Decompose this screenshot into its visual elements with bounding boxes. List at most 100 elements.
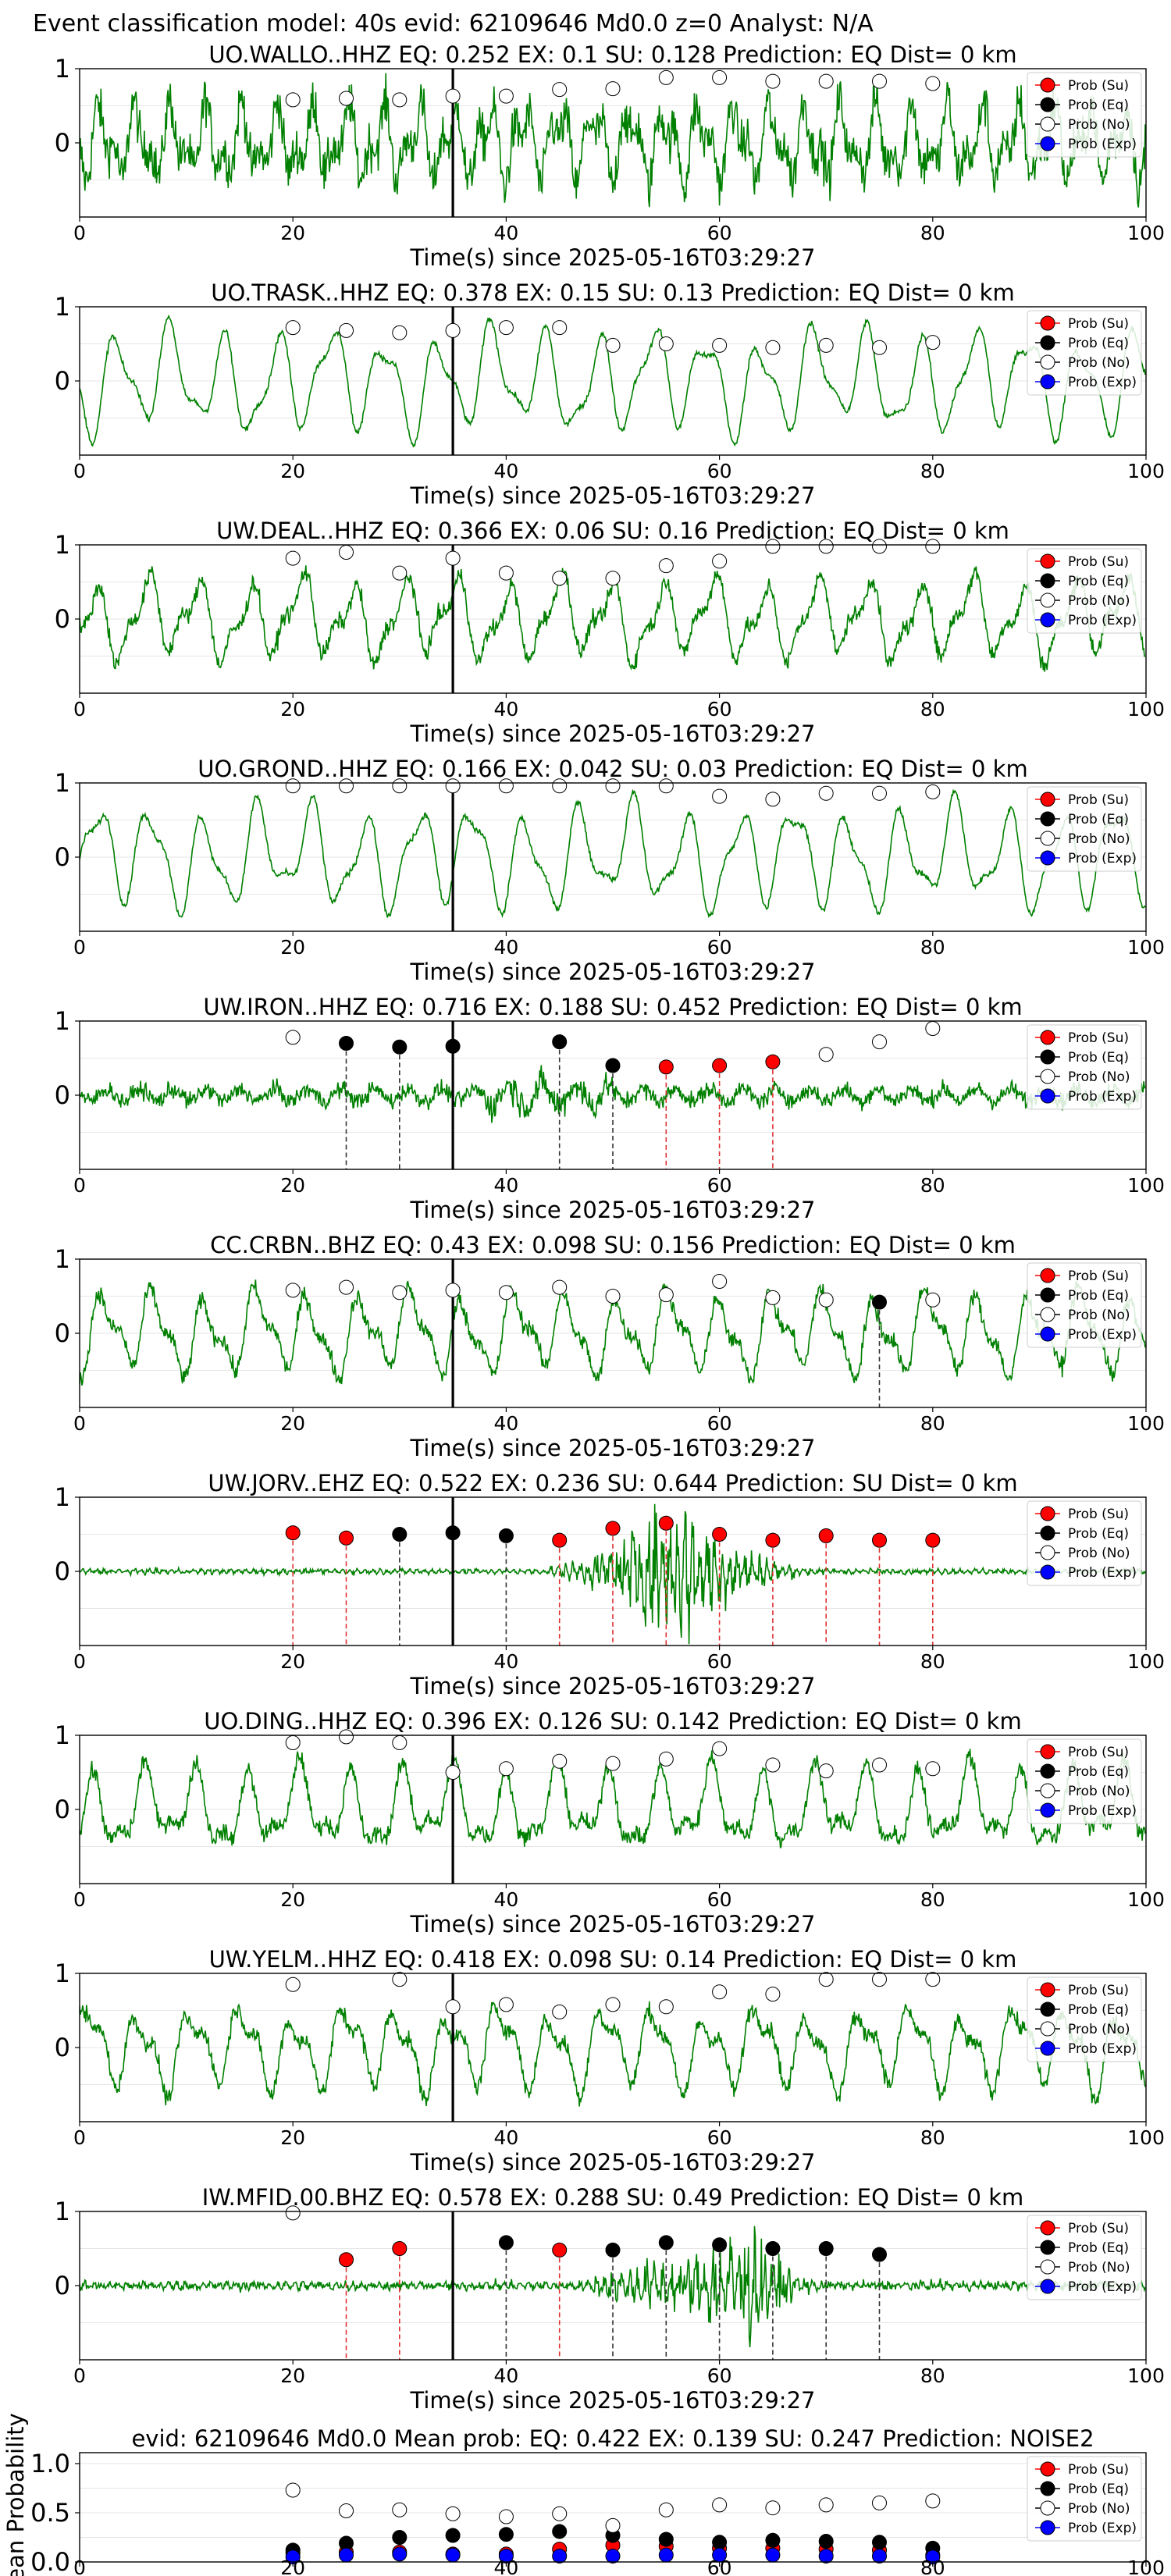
y-tick-label: 0 (55, 366, 70, 396)
x-tick-label: 40 (493, 1174, 518, 1197)
x-tick-label: 100 (1127, 936, 1165, 959)
mean-prob-marker-exp (818, 2548, 834, 2564)
legend-marker-eq (1040, 2001, 1055, 2017)
legend-box (1027, 786, 1142, 872)
x-tick-label: 40 (493, 222, 518, 244)
prob-marker-no (658, 1999, 674, 2015)
legend-box (1027, 310, 1142, 396)
x-axis-label: Time(s) since 2025-05-16T03:29:27 (410, 1435, 816, 1461)
legend-label-eq: Prob (Eq) (1068, 574, 1129, 589)
panel-8: UO.DING..HHZ EQ: 0.396 EX: 0.126 SU: 0.1… (55, 1708, 1165, 1937)
y-tick-label: 0 (55, 128, 70, 158)
prob-marker-no (339, 1729, 354, 1745)
prob-marker-no (925, 1972, 941, 1987)
prob-marker-eq (605, 1058, 621, 1073)
legend-label-eq: Prob (Eq) (1068, 336, 1129, 351)
prob-marker-no (285, 550, 301, 566)
legend-label-exp: Prob (Exp) (1068, 375, 1137, 390)
mean-prob-marker-no (872, 2495, 887, 2510)
legend-marker-su (1040, 2461, 1055, 2477)
legend-marker-no (1040, 1307, 1055, 1322)
y-tick-label: 0 (55, 604, 70, 634)
prob-marker-no (872, 785, 887, 801)
prob-marker-no (552, 82, 568, 98)
prob-marker-no (818, 785, 834, 801)
prob-marker-no (605, 778, 621, 794)
prob-marker-no (712, 788, 728, 804)
waveform-line (80, 1503, 1146, 1645)
prob-marker-eq (605, 2242, 621, 2258)
prob-marker-no (925, 539, 941, 554)
prob-marker-no (872, 539, 887, 554)
prob-marker-su (712, 1527, 728, 1542)
x-axis-label: Time(s) since 2025-05-16T03:29:27 (410, 482, 816, 509)
x-tick-label: 100 (1127, 1412, 1165, 1435)
x-tick-label: 0 (73, 1412, 86, 1435)
x-tick-label: 60 (707, 460, 732, 482)
y-tick-label: 1 (55, 1720, 70, 1750)
prob-marker-no (818, 73, 834, 89)
mean-prob-marker-no (818, 2497, 834, 2513)
legend-marker-eq (1040, 1049, 1055, 1065)
legend-marker-exp (1040, 136, 1055, 151)
x-tick-label: 100 (1127, 1650, 1165, 1673)
x-tick-label: 20 (280, 1650, 305, 1673)
legend-label-no: Prob (No) (1068, 2501, 1130, 2517)
prob-marker-no (552, 571, 568, 586)
prob-marker-no (339, 778, 354, 794)
x-tick-label: 100 (1127, 2364, 1165, 2387)
legend-label-exp: Prob (Exp) (1068, 1565, 1137, 1581)
legend-label-su: Prob (Su) (1068, 316, 1129, 332)
prob-marker-eq (445, 1038, 461, 1054)
prob-marker-su (339, 1530, 354, 1546)
prob-marker-eq (498, 2235, 514, 2250)
legend-box (1027, 1024, 1142, 1110)
panel-1: UO.WALLO..HHZ EQ: 0.252 EX: 0.1 SU: 0.12… (55, 41, 1165, 271)
legend-marker-exp (1040, 2279, 1055, 2294)
panel-title: UO.TRASK..HHZ EQ: 0.378 EX: 0.15 SU: 0.1… (211, 279, 1014, 306)
legend-marker-no (1040, 2259, 1055, 2275)
legend-marker-eq (1040, 573, 1055, 589)
legend-label-eq: Prob (Eq) (1068, 2482, 1129, 2497)
legend-box (1027, 1262, 1142, 1348)
legend-label-exp: Prob (Exp) (1068, 1803, 1137, 1819)
prob-marker-su (925, 1532, 941, 1548)
x-tick-label: 0 (73, 222, 86, 244)
panel-10: IW.MFID.00.BHZ EQ: 0.578 EX: 0.288 SU: 0… (55, 2184, 1165, 2414)
x-tick-label: 40 (493, 460, 518, 482)
prob-marker-no (872, 1972, 887, 1987)
prob-marker-no (605, 571, 621, 586)
mean-prob-marker-no (658, 2502, 674, 2517)
legend-box (1027, 2456, 1142, 2542)
legend-label-su: Prob (Su) (1068, 1745, 1129, 1760)
x-tick-label: 40 (493, 1412, 518, 1435)
legend-marker-eq (1040, 97, 1055, 112)
prob-marker-no (285, 1976, 301, 1992)
legend-label-su: Prob (Su) (1068, 554, 1129, 570)
prob-marker-no (765, 792, 781, 807)
x-tick-label: 60 (707, 1650, 732, 1673)
legend-marker-exp (1040, 1564, 1055, 1580)
legend-marker-eq (1040, 811, 1055, 827)
x-tick-label: 40 (493, 2126, 518, 2149)
prob-marker-no (872, 73, 887, 89)
legend-marker-su (1040, 1506, 1055, 1521)
x-tick-label: 80 (920, 698, 945, 720)
legend-marker-no (1040, 354, 1055, 370)
legend-box (1027, 1976, 1142, 2062)
y-tick-label: 0 (55, 1080, 70, 1110)
y-tick-label: 0.5 (30, 2498, 70, 2528)
prob-marker-no (712, 337, 728, 353)
waveform-line (80, 788, 1146, 919)
prob-marker-eq (552, 1034, 568, 1050)
prob-marker-no (552, 778, 568, 794)
panel-6: CC.CRBN..BHZ EQ: 0.43 EX: 0.098 SU: 0.15… (55, 1232, 1165, 1461)
panel-5: UW.IRON..HHZ EQ: 0.716 EX: 0.188 SU: 0.4… (55, 994, 1165, 1223)
x-tick-label: 100 (1127, 2556, 1165, 2576)
prob-marker-eq (765, 2241, 781, 2256)
prob-marker-no (285, 1030, 301, 1045)
x-tick-label: 0 (73, 698, 86, 720)
prob-marker-no (605, 1756, 621, 1771)
mean-prob-marker-eq (872, 2535, 887, 2550)
